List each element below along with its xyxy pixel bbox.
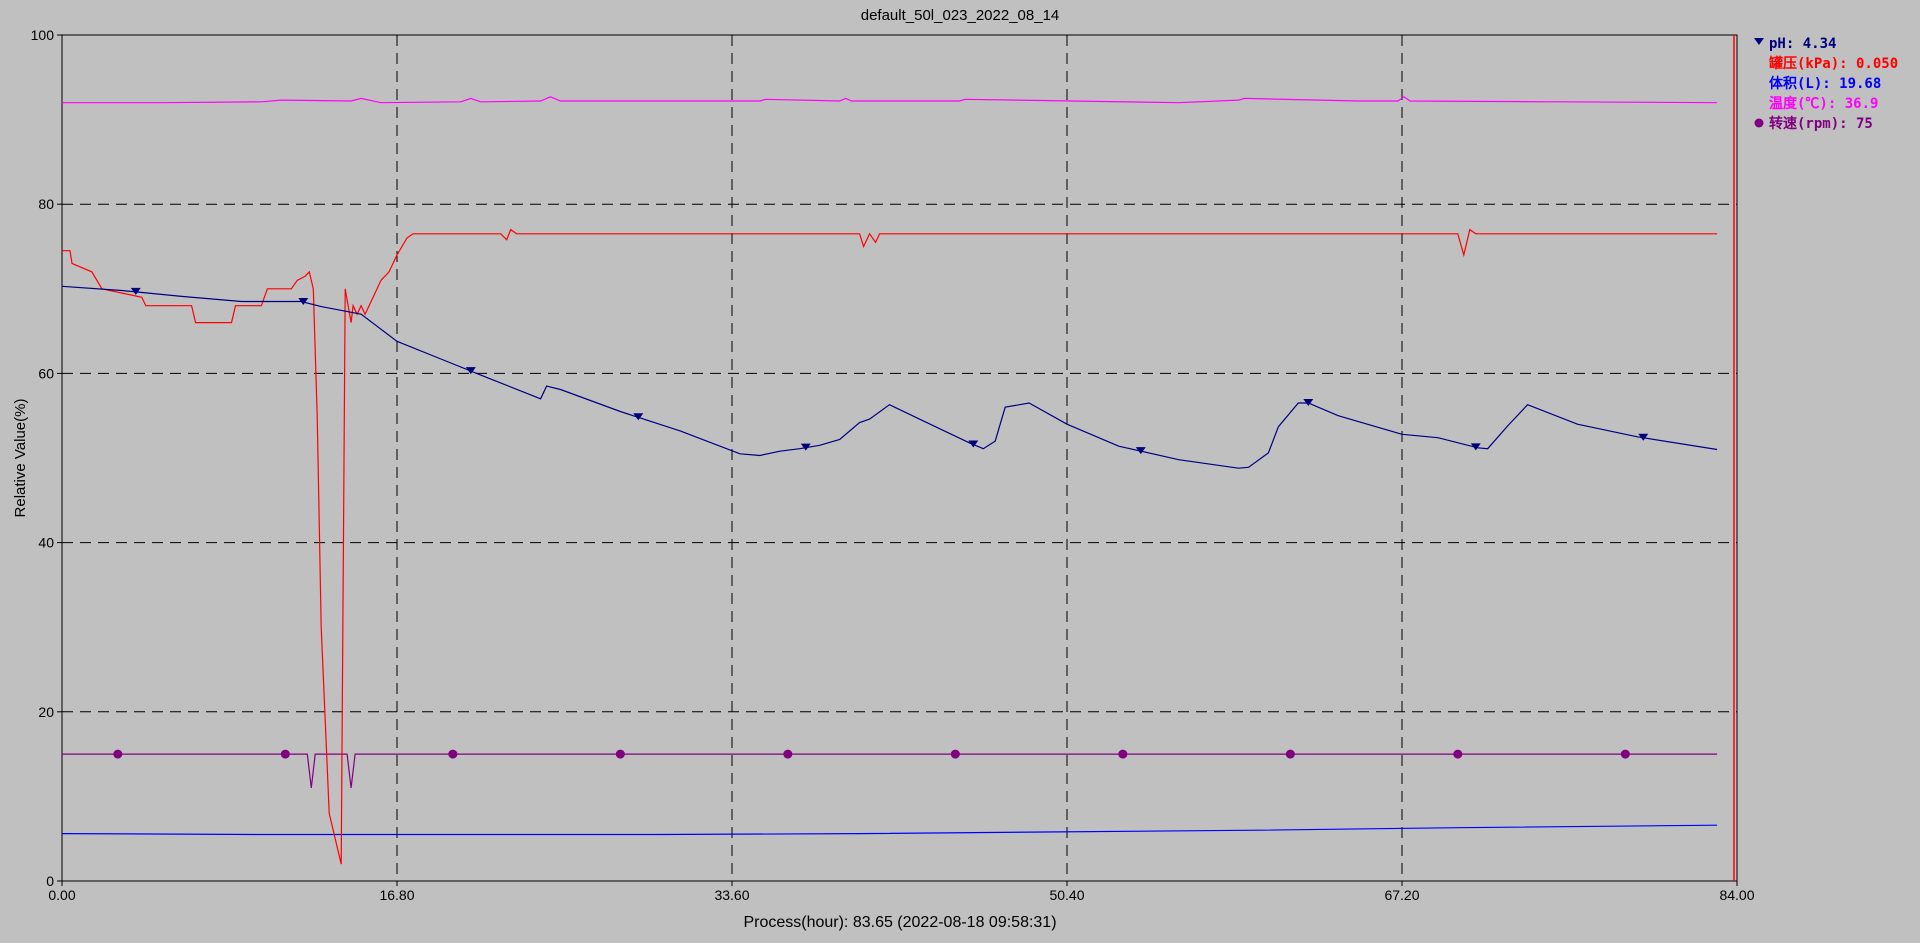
series-0-marker <box>800 443 811 451</box>
x-axis-ticks: 0.00 16.80 33.60 50.40 67.20 84.00 <box>48 881 1755 903</box>
series-4-marker <box>1620 749 1630 759</box>
series-0 <box>61 285 1718 469</box>
series-0-marker <box>1303 399 1314 407</box>
series-3-line <box>62 96 1718 104</box>
x-tick-label: 50.40 <box>1049 887 1084 903</box>
legend-entry: pH: 4.34 <box>1769 36 1836 52</box>
series-2-line <box>61 824 1718 836</box>
series-4-marker <box>1285 749 1295 759</box>
series-layer <box>61 96 1718 865</box>
x-tick-label: 0.00 <box>48 887 75 903</box>
legend-entry: 转速(rpm): 75 <box>1769 115 1873 132</box>
y-axis-label: Relative Value(%) <box>12 399 29 518</box>
series-0-marker <box>465 367 476 375</box>
y-tick-label: 0 <box>46 873 54 889</box>
series-4-line <box>62 753 1718 788</box>
series-2 <box>61 824 1718 836</box>
y-tick-label: 60 <box>38 365 54 381</box>
x-tick-label: 84.00 <box>1719 887 1754 903</box>
series-4-marker <box>783 749 793 759</box>
legend-marker <box>1754 38 1764 45</box>
series-4-marker <box>448 749 458 759</box>
series-1-line <box>62 228 1718 865</box>
series-4-marker <box>950 749 960 759</box>
y-tick-label: 40 <box>38 535 54 551</box>
series-0-marker <box>1135 447 1146 455</box>
grid <box>62 35 1737 881</box>
legend-marker <box>1754 118 1764 128</box>
series-4-marker <box>280 749 290 759</box>
series-1 <box>62 228 1718 865</box>
x-tick-label: 33.60 <box>714 887 749 903</box>
y-tick-label: 20 <box>38 704 54 720</box>
y-tick-label: 80 <box>38 196 54 212</box>
series-0-marker <box>1638 433 1649 441</box>
series-0-marker <box>298 297 309 305</box>
legend-entry: 温度(℃): 36.9 <box>1769 95 1878 112</box>
series-4-marker <box>615 749 625 759</box>
y-axis-ticks: 0 20 40 60 80 100 <box>31 27 62 889</box>
series-0-marker <box>968 440 979 448</box>
series-4-marker <box>1118 749 1128 759</box>
series-0-marker <box>1470 443 1481 451</box>
x-tick-label: 16.80 <box>379 887 414 903</box>
x-axis-label: Process(hour): 83.65 (2022-08-18 09:58:3… <box>743 914 1056 931</box>
series-4-marker <box>113 749 123 759</box>
chart-title: default_50l_023_2022_08_14 <box>861 7 1060 24</box>
legend-entry: 罐压(kPa): 0.050 <box>1768 55 1898 72</box>
y-tick-label: 100 <box>31 27 55 43</box>
series-4 <box>62 749 1718 788</box>
series-0-line <box>61 285 1718 469</box>
series-0-marker <box>130 287 141 295</box>
series-0-marker <box>633 413 644 421</box>
plot-area <box>61 34 1738 882</box>
legend: pH: 4.34 罐压(kPa): 0.050 体积(L): 19.68 温度(℃):… <box>1754 36 1898 132</box>
series-3 <box>62 96 1718 104</box>
legend-entry: 体积(L): 19.68 <box>1769 75 1881 92</box>
x-tick-label: 67.20 <box>1384 887 1419 903</box>
series-4-marker <box>1453 749 1463 759</box>
